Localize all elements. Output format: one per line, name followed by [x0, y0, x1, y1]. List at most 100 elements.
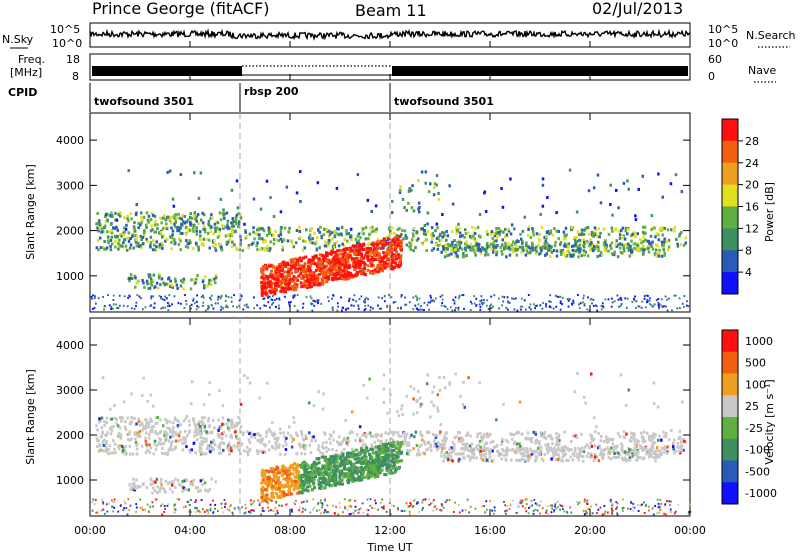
- data-cell: [415, 239, 419, 242]
- data-cell: [171, 233, 174, 237]
- data-cell: [357, 307, 360, 310]
- data-cell: [303, 279, 307, 283]
- data-cell: [196, 428, 199, 432]
- data-cell: [165, 222, 168, 226]
- data-cell: [201, 423, 204, 427]
- data-cell: [232, 305, 234, 308]
- data-cell: [358, 298, 361, 301]
- data-cell: [537, 446, 540, 450]
- data-cell: [506, 308, 509, 311]
- data-cell: [370, 255, 374, 259]
- data-cell: [210, 298, 212, 301]
- data-cell: [515, 442, 519, 446]
- data-cell: [385, 264, 389, 268]
- data-cell: [374, 447, 378, 451]
- data-cell: [295, 229, 299, 232]
- data-cell: [382, 373, 386, 377]
- data-cell: [181, 448, 185, 452]
- data-cell: [430, 448, 433, 452]
- data-cell: [124, 244, 128, 248]
- data-cell: [572, 299, 575, 302]
- data-cell: [600, 452, 604, 456]
- data-cell: [464, 248, 467, 252]
- data-cell: [177, 478, 180, 482]
- data-cell: [231, 245, 234, 249]
- data-cell: [182, 287, 185, 291]
- data-cell: [457, 308, 460, 311]
- data-cell: [189, 241, 192, 244]
- data-cell: [268, 289, 272, 293]
- data-cell: [181, 213, 184, 217]
- data-cell: [310, 439, 313, 442]
- data-cell: [221, 422, 224, 426]
- data-cell: [482, 453, 485, 457]
- data-cell: [463, 456, 466, 460]
- data-cell: [623, 237, 627, 241]
- data-cell: [503, 235, 507, 239]
- data-cell: [185, 220, 189, 224]
- data-cell: [544, 436, 548, 440]
- data-cell: [256, 248, 259, 252]
- data-cell: [378, 307, 381, 310]
- data-cell: [648, 299, 651, 302]
- data-cell: [628, 254, 631, 258]
- data-cell: [202, 436, 205, 440]
- data-cell: [641, 252, 645, 256]
- data-cell: [248, 381, 252, 385]
- data-cell: [267, 427, 271, 431]
- data-cell: [169, 279, 172, 283]
- data-cell: [163, 283, 167, 287]
- data-cell: [454, 452, 458, 456]
- data-cell: [589, 298, 592, 301]
- data-cell: [330, 434, 333, 438]
- data-cell: [375, 249, 379, 253]
- data-cell: [526, 451, 530, 455]
- data-cell: [590, 452, 593, 456]
- data-cell: [166, 282, 170, 286]
- data-cell: [114, 451, 117, 455]
- data-cell: [277, 436, 280, 440]
- data-cell: [443, 435, 446, 439]
- data-cell: [658, 303, 661, 306]
- data-cell: [401, 197, 405, 201]
- data-cell: [267, 279, 271, 283]
- data-cell: [583, 445, 587, 449]
- data-cell: [193, 211, 197, 215]
- data-cell: [272, 215, 276, 218]
- data-cell: [96, 238, 100, 242]
- data-cell: [400, 294, 403, 297]
- data-cell: [239, 425, 243, 429]
- data-cell: [295, 431, 298, 435]
- power-ylabel: Slant Range [km]: [24, 164, 37, 260]
- data-cell: [570, 227, 573, 231]
- data-cell: [316, 283, 320, 287]
- data-cell: [370, 250, 373, 254]
- data-cell: [153, 439, 157, 443]
- data-cell: [531, 243, 535, 247]
- data-cell: [445, 230, 448, 233]
- data-cell: [447, 244, 451, 248]
- data-cell: [615, 239, 618, 243]
- data-cell: [311, 302, 314, 305]
- data-cell: [183, 221, 186, 225]
- data-cell: [333, 229, 336, 233]
- data-cell: [313, 262, 317, 266]
- data-cell: [420, 170, 424, 174]
- data-cell: [573, 244, 576, 248]
- data-cell: [502, 230, 505, 234]
- data-cell: [359, 257, 363, 261]
- data-cell: [279, 210, 283, 214]
- data-cell: [348, 253, 352, 257]
- data-cell: [441, 302, 444, 304]
- data-cell: [463, 307, 465, 310]
- data-cell: [253, 296, 255, 299]
- data-cell: [310, 271, 314, 275]
- data-cell: [200, 443, 204, 447]
- data-cell: [622, 181, 626, 185]
- data-cell: [214, 246, 217, 250]
- data-cell: [495, 253, 498, 257]
- data-cell: [135, 301, 138, 304]
- data-cell: [259, 207, 263, 211]
- data-cell: [525, 437, 528, 441]
- data-cell: [207, 282, 211, 286]
